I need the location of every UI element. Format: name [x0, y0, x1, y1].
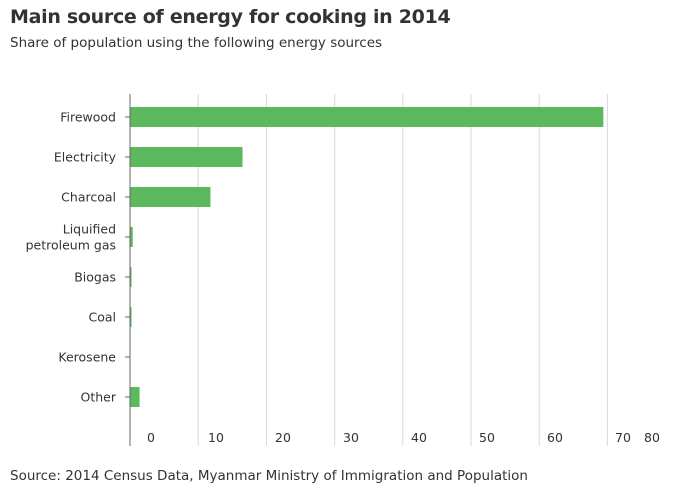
bar — [130, 147, 243, 167]
category-labels: Firewood Electricity Charcoal Liquifiedpetr… — [26, 110, 117, 405]
category-label: Other — [81, 390, 117, 405]
category-label: Kerosene — [58, 350, 116, 365]
x-tick-label: 60 — [547, 430, 563, 445]
x-tick-label: 10 — [208, 430, 224, 445]
bar-chart: Firewood Electricity Charcoal Liquifiedpetr… — [26, 94, 660, 446]
category-label: Charcoal — [61, 190, 116, 205]
source-note: Source: 2014 Census Data, Myanmar Minist… — [10, 468, 528, 484]
category-label: Coal — [88, 310, 116, 325]
bar — [130, 227, 133, 247]
category-label: petroleum gas — [26, 238, 116, 253]
bars — [130, 107, 604, 407]
chart-title: Main source of energy for cooking in 201… — [10, 6, 451, 28]
gridlines — [197, 94, 608, 446]
x-tick-label: 20 — [275, 430, 291, 445]
category-label: Firewood — [60, 110, 116, 125]
category-label: Biogas — [74, 270, 116, 285]
bar — [130, 187, 211, 207]
x-tick-label: 70 — [615, 430, 631, 445]
category-label: Liquified — [63, 222, 116, 237]
bar — [130, 387, 140, 407]
x-tick-label: 30 — [343, 430, 359, 445]
x-tick-label: 40 — [411, 430, 427, 445]
bar — [130, 267, 132, 287]
x-tick-labels: 0 10 20 30 40 50 60 70 80 — [147, 430, 660, 445]
bar — [130, 107, 604, 127]
x-tick-label: 80 — [644, 430, 660, 445]
y-axis — [125, 94, 131, 446]
bar — [130, 307, 132, 327]
chart-subtitle: Share of population using the following … — [10, 35, 383, 51]
category-label: Electricity — [54, 150, 117, 165]
x-tick-label: 0 — [147, 430, 155, 445]
x-tick-label: 50 — [479, 430, 495, 445]
